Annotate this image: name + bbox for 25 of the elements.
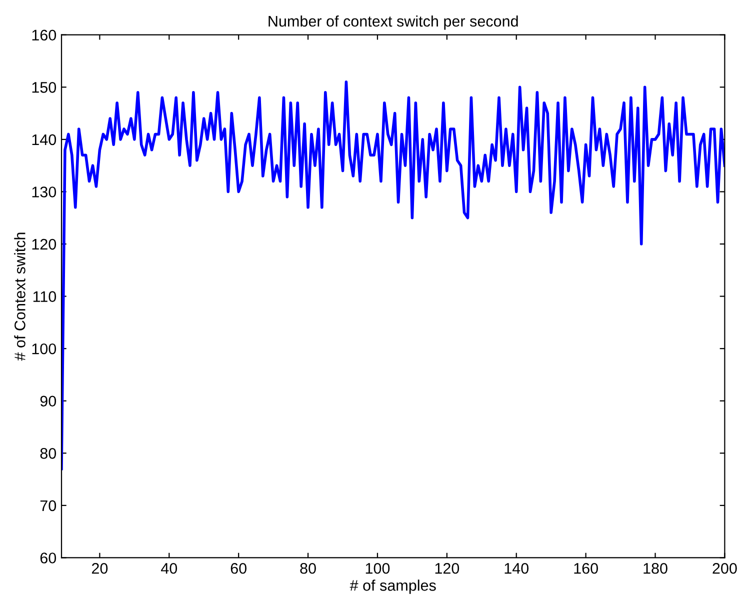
x-tick-label: 80 <box>300 562 316 574</box>
x-tick-label: 20 <box>92 562 108 574</box>
y-tick-label: 90 <box>40 396 56 407</box>
x-tick-label: 100 <box>366 562 390 574</box>
line-series <box>62 80 725 470</box>
y-tick-label: 120 <box>32 238 56 250</box>
x-tick-label: 200 <box>712 562 737 574</box>
x-axis-title: # of samples <box>350 580 436 594</box>
y-tick-label: 70 <box>40 500 56 512</box>
y-tick-label: 60 <box>40 552 56 564</box>
y-tick-label: 100 <box>32 343 56 354</box>
y-tick-label: 130 <box>32 186 56 198</box>
x-tick-label: 40 <box>160 562 178 574</box>
y-tick-label: 140 <box>32 134 56 146</box>
y-tick-label: 150 <box>32 82 56 93</box>
x-tick-label: 60 <box>230 562 246 574</box>
y-tick-label: 110 <box>33 291 56 302</box>
chart-title: Number of context switch per second <box>268 15 518 30</box>
y-tick-label: 160 <box>32 30 56 41</box>
x-tick-label: 140 <box>504 562 529 574</box>
y-tick-label: 80 <box>40 448 56 459</box>
x-tick-label: 120 <box>435 562 460 574</box>
y-axis-title: # of Context switch <box>14 232 26 361</box>
x-tick-label: 180 <box>644 562 668 574</box>
x-tick-label: 160 <box>574 562 598 574</box>
